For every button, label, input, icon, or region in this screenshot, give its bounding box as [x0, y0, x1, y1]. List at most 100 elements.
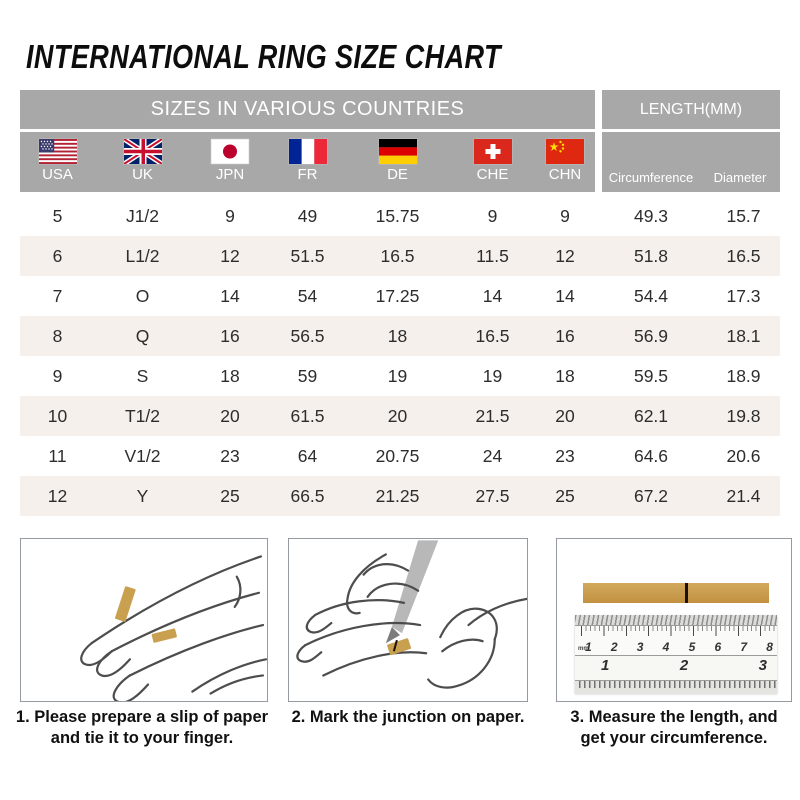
table-cell: 19 [482, 365, 503, 386]
table-cell: 10 [47, 405, 68, 426]
usa-flag-icon [38, 139, 77, 164]
junction-mark [685, 583, 689, 603]
table-cell: O [135, 285, 150, 306]
step2-illustration-box [288, 538, 528, 702]
table-cell: 9 [487, 205, 498, 226]
table-cell: 18 [220, 365, 240, 386]
table-cell: 16 [220, 325, 240, 346]
table-cell: 15.7 [726, 205, 761, 226]
table-row: 12 Y 25 66.5 21.25 27.5 25 67.2 21.4 [20, 476, 780, 516]
column-label-de: DE [387, 166, 408, 183]
table-cell: 15.75 [375, 205, 420, 226]
table-cell: 20 [555, 405, 575, 426]
table-cell: 66.5 [290, 485, 325, 506]
table-cell: 21.5 [475, 405, 510, 426]
table-header-sizes: SIZES IN VARIOUS COUNTRIES [20, 90, 595, 129]
table-cell: 6 [52, 245, 63, 266]
table-cell: 14 [220, 285, 240, 306]
table-cell: 16 [555, 325, 575, 346]
ring-size-table-body: 5 J1/2 9 49 15.75 9 9 49.3 15.7 6 L1/2 12 51.5 16.5 11… [20, 196, 780, 516]
table-cell: 59 [297, 365, 318, 386]
table-cell: 25 [220, 485, 240, 506]
column-header-uk: UK [95, 132, 190, 192]
column-label-uk: UK [132, 166, 153, 183]
table-cell: T1/2 [124, 405, 161, 426]
column-header-usa: USA [20, 132, 95, 192]
ruler-cm-scale: mm 1 2 3 4 5 6 7 8 [575, 626, 777, 656]
column-label-circumference: Circumference [608, 170, 694, 185]
table-cell: 24 [482, 445, 503, 466]
table-cell: 49 [297, 205, 318, 226]
table-cell: 9 [560, 205, 570, 226]
table-cell: 64.6 [633, 445, 669, 466]
country-header-row: USA UK JPN [20, 132, 595, 192]
ruler-number: 5 [688, 640, 696, 654]
length-subheader-row: Circumference Diameter [602, 132, 780, 192]
column-header-fr: FR [270, 132, 345, 192]
ruler-number: 6 [714, 640, 722, 654]
table-row: 9 S 18 59 19 19 18 59.5 18.9 [20, 356, 780, 396]
table-cell: L1/2 [125, 245, 160, 266]
table-cell: 64 [297, 445, 318, 466]
step1-caption-line2: and tie it to your finger. [50, 729, 234, 748]
table-cell: 19 [387, 365, 408, 386]
step1-caption: 1. Please prepare a slip of paper and ti… [12, 707, 272, 750]
table-cell: 9 [52, 365, 63, 386]
table-header-length: LENGTH(MM) [602, 90, 780, 129]
table-cell: 61.5 [290, 405, 325, 426]
table-cell: 20.75 [375, 445, 420, 466]
table-cell: 12 [47, 485, 68, 506]
table-cell: 16.5 [475, 325, 510, 346]
column-header-che: CHE [450, 132, 535, 192]
column-label-jpn: JPN [215, 166, 245, 183]
table-cell: 17.25 [375, 285, 420, 306]
table-cell: 23 [555, 445, 575, 466]
step1-illustration-box [20, 538, 268, 702]
ruler-inch-scale: 1 2 3 [575, 656, 777, 681]
table-cell: 18.1 [726, 325, 761, 346]
table-cell: 7 [52, 285, 63, 306]
page-title: INTERNATIONAL RING SIZE CHART [26, 38, 501, 75]
column-label-diameter: Diameter [713, 170, 767, 185]
table-cell: 11 [48, 445, 67, 466]
column-header-jpn: JPN [190, 132, 270, 192]
ruler-inch-numbers: 1 2 3 [601, 657, 767, 674]
step2-caption: 2. Mark the junction on paper. [280, 707, 536, 728]
table-cell: 49.3 [633, 205, 669, 226]
table-cell: 67.2 [633, 485, 669, 506]
table-cell: 51.8 [633, 245, 669, 266]
table-row: 11 V1/2 23 64 20.75 24 23 64.6 20.6 [20, 436, 780, 476]
table-cell: 18 [387, 325, 408, 346]
table-cell: 20 [220, 405, 240, 426]
table-cell: 14 [482, 285, 503, 306]
table-cell: 25 [555, 485, 575, 506]
switzerland-flag-icon [473, 139, 512, 164]
table-cell: Y [136, 485, 149, 506]
table-cell: 17.3 [726, 285, 761, 306]
table-cell: 5 [52, 205, 63, 226]
ruler-serrated-edge [575, 615, 777, 626]
table-cell: 16.5 [726, 245, 761, 266]
step1-caption-line1: 1. Please prepare a slip of paper [15, 708, 269, 726]
marking-junction-illustration [296, 540, 527, 689]
ruler-number: 1 [585, 640, 592, 654]
ruler-number: 3 [758, 657, 767, 674]
ruler-number: 1 [601, 657, 610, 674]
table-cell: 18 [555, 365, 575, 386]
hand-with-paper-strip-illustration [80, 555, 267, 701]
table-cell: S [136, 365, 149, 386]
table-cell: 20 [387, 405, 408, 426]
column-header-de: DE [345, 132, 450, 192]
uk-flag-icon [123, 139, 162, 164]
japan-flag-icon [211, 139, 249, 164]
table-cell: 56.5 [290, 325, 325, 346]
china-flag-icon [546, 139, 584, 164]
table-cell: 19.8 [726, 405, 761, 426]
table-cell: 14 [555, 285, 575, 306]
table-cell: V1/2 [124, 445, 161, 466]
table-row: 8 Q 16 56.5 18 16.5 16 56.9 18.1 [20, 316, 780, 356]
table-cell: 16.5 [380, 245, 415, 266]
table-cell: Q [135, 325, 150, 346]
